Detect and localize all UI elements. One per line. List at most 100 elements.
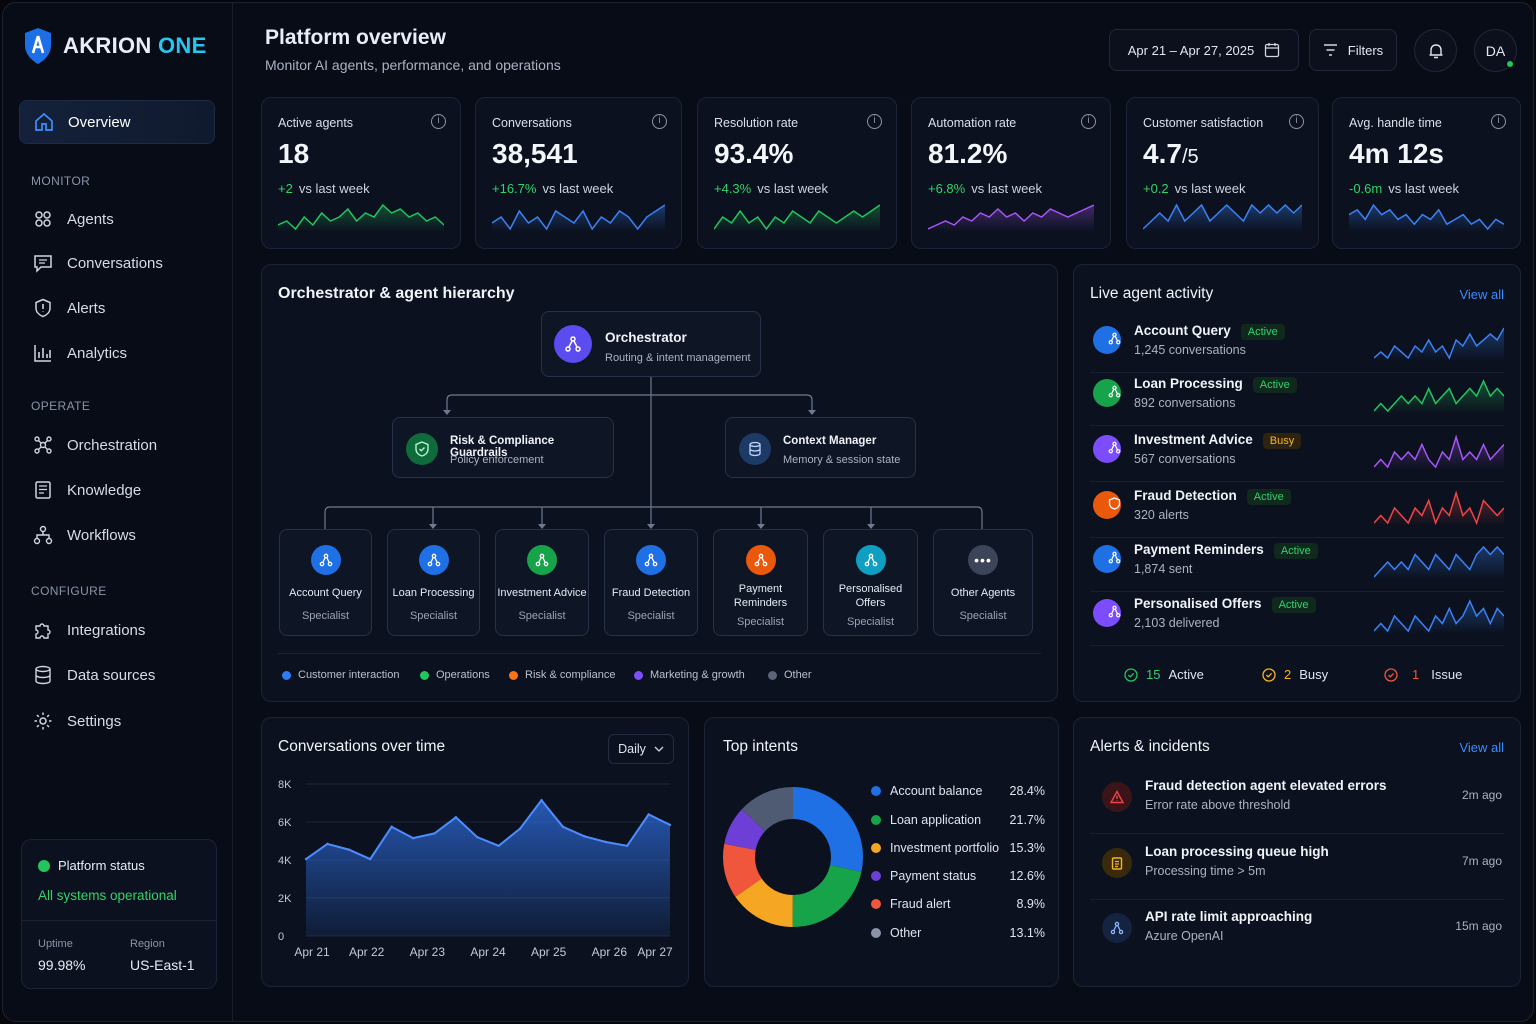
specialist-name-line2: Offers (855, 597, 886, 609)
live-activity-view-all[interactable]: View all (1459, 287, 1504, 302)
nav-workflows[interactable]: Workflows (19, 513, 215, 557)
kpi-card[interactable]: Conversations i 38,541 +16.7% vs last wee… (475, 97, 682, 249)
filters-label: Filters (1347, 42, 1384, 58)
active-summary-label: Active (1168, 667, 1204, 682)
intent-dot-icon (871, 928, 881, 938)
donut-slice[interactable] (724, 809, 766, 851)
nav-conversations[interactable]: Conversations (19, 241, 215, 285)
nav-overview-label: Overview (68, 113, 131, 131)
specialist-name: Loan Processing (388, 586, 479, 600)
agent-name-text: Payment Reminders (1134, 542, 1264, 557)
nav-integrations[interactable]: Integrations (19, 608, 215, 652)
nav-orchestration[interactable]: Orchestration (19, 423, 215, 467)
specialist-node[interactable]: Account Query Specialist (279, 529, 372, 636)
legend-label: Operations (436, 669, 490, 681)
nav-analytics[interactable]: Analytics (19, 331, 215, 375)
alert-item[interactable]: Fraud detection agent elevated errors Er… (1090, 770, 1504, 834)
notifications-button[interactable] (1414, 29, 1457, 72)
nav-data-sources[interactable]: Data sources (19, 653, 215, 697)
agent-icon (1108, 332, 1121, 345)
legend-label: Other (784, 669, 812, 681)
activity-row[interactable]: Fraud Detection Active 320 alerts (1090, 484, 1504, 538)
nav-overview[interactable]: Overview (19, 100, 215, 144)
sparkline-line (1374, 434, 1504, 469)
kpi-delta-text: vs last week (298, 181, 370, 196)
kpi-sparkline (1143, 203, 1302, 232)
check-circle-icon (1124, 667, 1138, 682)
info-icon[interactable]: i (431, 114, 446, 129)
kpi-label: Avg. handle time (1349, 116, 1442, 130)
kpi-delta-value: +2 (278, 181, 293, 196)
context-manager-desc: Memory & session state (783, 454, 901, 466)
live-activity-card: Live agent activity View all Account Que… (1073, 264, 1521, 702)
nav-alerts[interactable]: Alerts (19, 286, 215, 330)
bar-chart-icon (34, 345, 51, 362)
specialist-node[interactable]: Loan Processing Specialist (387, 529, 480, 636)
kpi-sparkline (278, 203, 444, 232)
chevron-down-icon (654, 746, 664, 752)
kpi-value: 93.4% (714, 138, 793, 170)
donut-slice[interactable] (791, 864, 862, 927)
intent-legend-item: Account balance 28.4% (871, 784, 1045, 798)
platform-status-message: All systems operational (38, 888, 177, 903)
info-icon[interactable]: i (652, 114, 667, 129)
specialist-node[interactable]: Fraud Detection Specialist (604, 529, 698, 636)
context-manager-node[interactable]: Context Manager Memory & session state (725, 417, 916, 478)
activity-row[interactable]: Investment Advice Busy 567 conversations (1090, 428, 1504, 482)
nav-agents[interactable]: Agents (19, 197, 215, 241)
kpi-delta-value: -0.6m (1349, 181, 1383, 196)
nav-knowledge[interactable]: Knowledge (19, 468, 215, 512)
kpi-card[interactable]: Avg. handle time i 4m 12s -0.6m vs last w… (1332, 97, 1521, 249)
x-tick-label: Apr 24 (470, 945, 506, 959)
sparkline-line (1374, 490, 1504, 526)
orchestrator-node[interactable]: Orchestrator Routing & intent management (541, 311, 761, 377)
specialist-node[interactable]: ••• Other Agents Specialist (933, 529, 1033, 636)
bell-icon (1429, 43, 1442, 58)
alerts-title: Alerts & incidents (1090, 738, 1210, 755)
specialist-name-line1: Fraud Detection (611, 587, 691, 599)
specialist-icon (636, 545, 666, 575)
kpi-card[interactable]: Automation rate i 81.2% +6.8% vs last wee… (911, 97, 1111, 249)
agent-icon (427, 553, 440, 567)
kpi-value-number: 18 (278, 138, 310, 169)
kpi-card[interactable]: Resolution rate i 93.4% +4.3% vs last wee… (697, 97, 897, 249)
alert-item[interactable]: API rate limit approaching Azure OpenAI … (1090, 901, 1504, 965)
specialist-node[interactable]: Personalised Offers Specialist (823, 529, 918, 636)
info-icon[interactable]: i (867, 114, 882, 129)
donut-slice[interactable] (792, 787, 863, 872)
filters-button[interactable]: Filters (1309, 29, 1397, 71)
specialist-node[interactable]: Payment Reminders Specialist (713, 529, 808, 636)
brand-logo[interactable]: AKRION ONE (23, 27, 207, 65)
granularity-select[interactable]: Daily (608, 734, 674, 764)
conversations-chart-card: Conversations over time Daily 8K 6K 4K 2K 0 A… (261, 717, 689, 987)
agent-detail: 892 conversations (1134, 396, 1236, 410)
sparkline-line (1374, 599, 1504, 633)
agent-name: Investment Advice Busy (1134, 432, 1302, 449)
activity-row[interactable]: Account Query Active 1,245 conversations (1090, 319, 1504, 373)
nav-settings[interactable]: Settings (19, 699, 215, 743)
context-manager-name: Context Manager (783, 435, 877, 447)
active-summary: 15 Active (1124, 667, 1204, 682)
info-icon[interactable]: i (1289, 114, 1304, 129)
info-icon[interactable]: i (1491, 114, 1506, 129)
kpi-card[interactable]: Active agents i 18 +2 vs last week (261, 97, 461, 249)
specialist-node[interactable]: Investment Advice Specialist (495, 529, 589, 636)
nav-analytics-label: Analytics (67, 344, 128, 362)
alerts-view-all[interactable]: View all (1459, 740, 1504, 755)
sparkline-fill (1374, 547, 1504, 580)
donut-slice[interactable] (735, 877, 794, 927)
guardrails-node[interactable]: Risk & Compliance Guardrails Policy enfo… (392, 417, 614, 478)
donut-slice[interactable] (741, 787, 794, 832)
info-icon[interactable]: i (1081, 114, 1096, 129)
activity-row[interactable]: Loan Processing Active 892 conversations (1090, 372, 1504, 426)
activity-row[interactable]: Personalised Offers Active 2,103 delivere… (1090, 592, 1504, 646)
donut-slice[interactable] (723, 843, 763, 897)
kpi-card[interactable]: Customer satisfaction i 4.7/5 +0.2 vs las… (1126, 97, 1319, 249)
data-point (304, 857, 308, 861)
status-badge: Active (1252, 377, 1297, 393)
filter-icon (1323, 44, 1337, 56)
date-range-picker[interactable]: Apr 21 – Apr 27, 2025 (1109, 29, 1299, 71)
activity-row[interactable]: Payment Reminders Active 1,874 sent (1090, 538, 1504, 592)
alert-item[interactable]: Loan processing queue high Processing ti… (1090, 836, 1504, 900)
sparkline-fill (1374, 381, 1504, 414)
